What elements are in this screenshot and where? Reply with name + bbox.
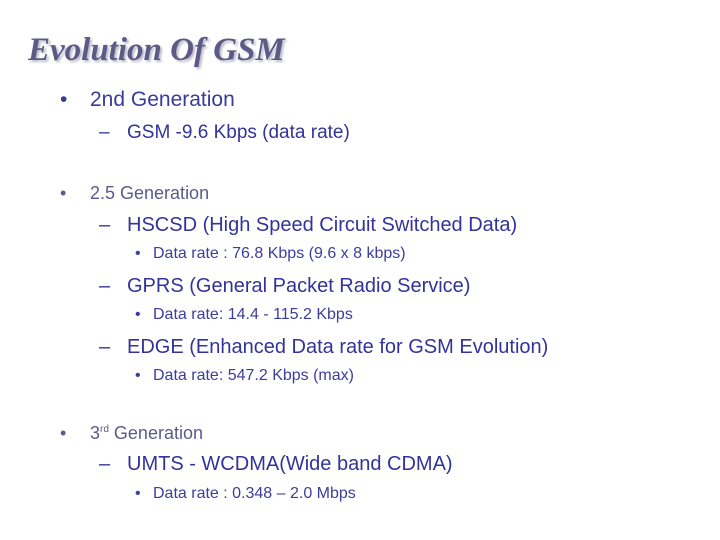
bullet-2nd-generation: • 2nd Generation: [60, 88, 235, 112]
umts-text: UMTS - WCDMA(Wide band CDMA): [127, 453, 453, 475]
bullet-dot: •: [135, 367, 141, 384]
bullet-3rd-generation: • 3rd Generation: [60, 423, 203, 444]
bullet-dash: –: [99, 275, 111, 297]
slide-title: Evolution Of GSM: [28, 32, 285, 68]
bullet-dot: •: [135, 245, 141, 262]
bullet-dash: –: [99, 122, 110, 143]
gen3-label-num: 3: [90, 423, 101, 443]
gprs-text: GPRS (General Packet Radio Service): [127, 275, 471, 297]
sub-sub-bullet-gprs-rate: • Data rate: 14.4 - 115.2 Kbps: [135, 306, 353, 324]
sub-bullet-edge: – EDGE (Enhanced Data rate for GSM Evolut…: [99, 336, 548, 359]
gen25-label: 2.5 Generation: [90, 183, 210, 203]
gsm-text: GSM -9.6 Kbps (data rate): [127, 122, 350, 143]
bullet-dot: •: [60, 88, 68, 111]
bullet-dot: •: [60, 183, 67, 203]
sub-sub-bullet-umts-rate: • Data rate : 0.348 – 2.0 Mbps: [135, 485, 356, 503]
bullet-dot: •: [135, 485, 141, 502]
bullet-dash: –: [99, 336, 111, 358]
bullet-dash: –: [99, 453, 111, 475]
bullet-dot: •: [135, 306, 141, 323]
umts-rate-text: Data rate : 0.348 – 2.0 Mbps: [153, 485, 356, 502]
sub-sub-bullet-edge-rate: • Data rate: 547.2 Kbps (max): [135, 367, 354, 385]
hscsd-text: HSCSD (High Speed Circuit Switched Data): [127, 214, 518, 236]
sub-bullet-hscsd: – HSCSD (High Speed Circuit Switched Data…: [99, 214, 517, 237]
bullet-dash: –: [99, 214, 111, 236]
sub-bullet-umts: – UMTS - WCDMA(Wide band CDMA): [99, 453, 453, 476]
sub-bullet-gsm: – GSM -9.6 Kbps (data rate): [99, 122, 350, 144]
edge-rate-text: Data rate: 547.2 Kbps (max): [153, 367, 354, 384]
bullet-dot: •: [60, 423, 67, 443]
hscsd-rate-text: Data rate : 76.8 Kbps (9.6 x 8 kbps): [153, 245, 406, 262]
gen2-label: 2nd Generation: [90, 88, 235, 111]
gprs-rate-text: Data rate: 14.4 - 115.2 Kbps: [153, 306, 353, 323]
edge-text: EDGE (Enhanced Data rate for GSM Evoluti…: [127, 336, 549, 358]
sub-bullet-gprs: – GPRS (General Packet Radio Service): [99, 275, 470, 298]
sub-sub-bullet-hscsd-rate: • Data rate : 76.8 Kbps (9.6 x 8 kbps): [135, 245, 406, 263]
gen3-label-sup: rd: [100, 424, 109, 435]
gen3-label-rest: Generation: [108, 423, 203, 443]
bullet-2-5-generation: • 2.5 Generation: [60, 183, 209, 204]
